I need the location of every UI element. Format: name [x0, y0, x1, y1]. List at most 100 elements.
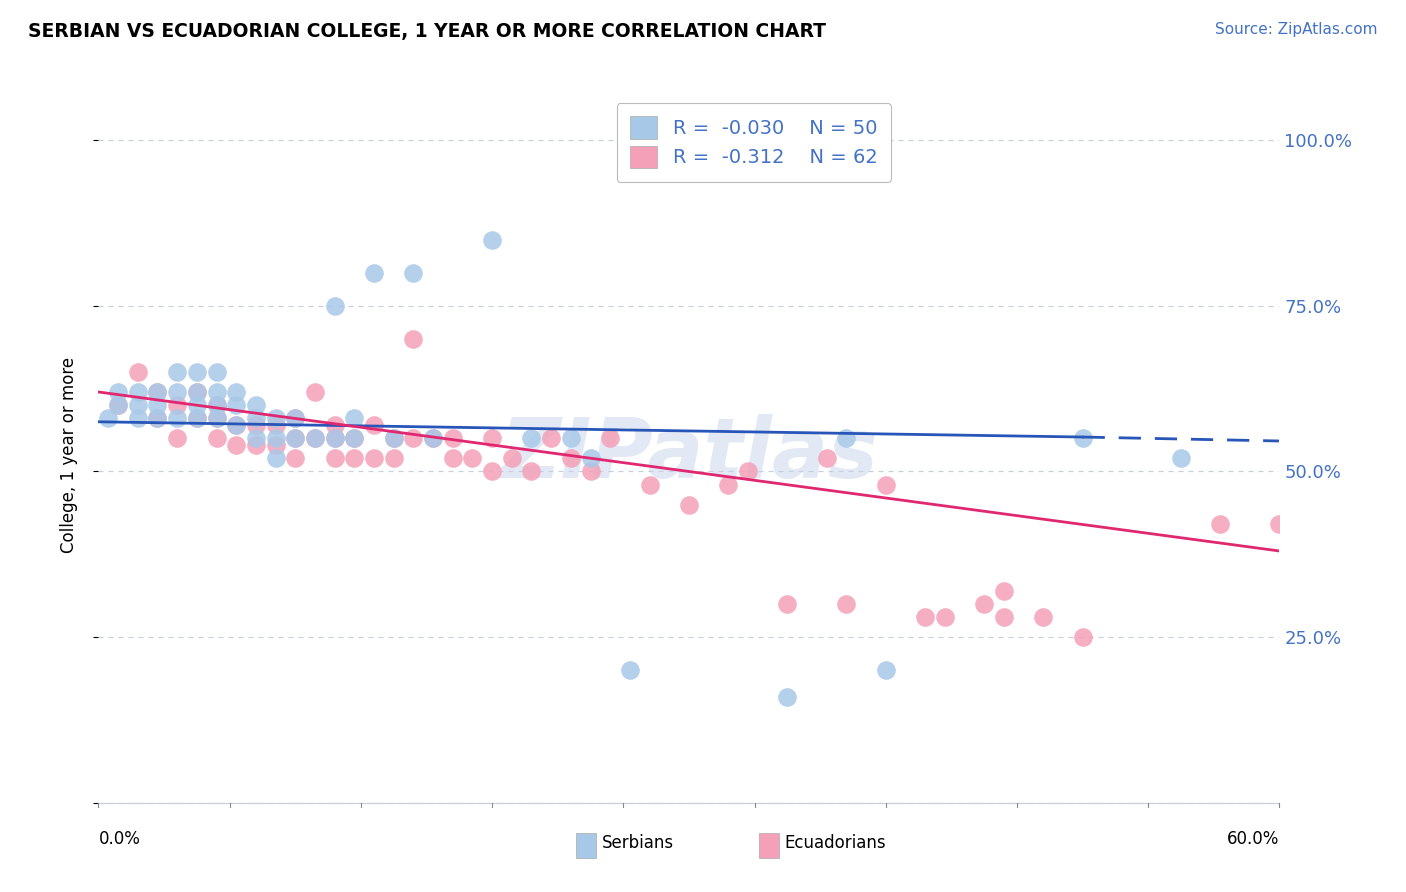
- Point: [1071, 431, 1094, 445]
- Point: [107, 398, 129, 412]
- Point: [225, 418, 247, 433]
- Point: [835, 597, 858, 611]
- Point: [166, 431, 188, 445]
- Point: [127, 398, 149, 412]
- Point: [343, 431, 366, 445]
- Point: [264, 451, 287, 466]
- Point: [205, 411, 228, 425]
- Point: [343, 451, 366, 466]
- Point: [815, 451, 838, 466]
- Point: [225, 384, 247, 399]
- Point: [1268, 517, 1291, 532]
- Point: [678, 498, 700, 512]
- Point: [835, 431, 858, 445]
- Point: [717, 477, 740, 491]
- Point: [343, 431, 366, 445]
- Point: [166, 411, 188, 425]
- Text: SERBIAN VS ECUADORIAN COLLEGE, 1 YEAR OR MORE CORRELATION CHART: SERBIAN VS ECUADORIAN COLLEGE, 1 YEAR OR…: [28, 22, 827, 41]
- Point: [579, 451, 602, 466]
- Point: [382, 431, 405, 445]
- Point: [323, 299, 346, 313]
- Point: [402, 332, 425, 346]
- Point: [481, 233, 503, 247]
- Point: [304, 431, 326, 445]
- Point: [1071, 630, 1094, 644]
- Point: [186, 365, 208, 379]
- Point: [304, 384, 326, 399]
- Text: Serbians: Serbians: [602, 834, 673, 852]
- Point: [382, 451, 405, 466]
- Point: [914, 610, 936, 624]
- Point: [737, 465, 759, 479]
- Point: [560, 451, 582, 466]
- Point: [245, 398, 267, 412]
- Point: [343, 411, 366, 425]
- Point: [638, 477, 661, 491]
- Point: [264, 438, 287, 452]
- Y-axis label: College, 1 year or more: College, 1 year or more: [59, 357, 77, 553]
- Point: [363, 451, 385, 466]
- Point: [205, 411, 228, 425]
- Point: [579, 465, 602, 479]
- Point: [875, 477, 897, 491]
- Point: [146, 411, 169, 425]
- Legend: R =  -0.030    N = 50, R =  -0.312    N = 62: R = -0.030 N = 50, R = -0.312 N = 62: [616, 103, 891, 182]
- Point: [934, 610, 956, 624]
- Point: [599, 431, 621, 445]
- Point: [186, 411, 208, 425]
- Text: 60.0%: 60.0%: [1227, 830, 1279, 847]
- Point: [146, 411, 169, 425]
- Point: [323, 431, 346, 445]
- Point: [560, 431, 582, 445]
- Point: [363, 418, 385, 433]
- Point: [205, 365, 228, 379]
- Point: [166, 384, 188, 399]
- Point: [422, 431, 444, 445]
- Point: [382, 431, 405, 445]
- Point: [481, 431, 503, 445]
- Point: [107, 398, 129, 412]
- Point: [264, 418, 287, 433]
- Point: [225, 398, 247, 412]
- Text: Ecuadorians: Ecuadorians: [785, 834, 886, 852]
- Point: [304, 431, 326, 445]
- Point: [245, 411, 267, 425]
- Point: [284, 451, 307, 466]
- Point: [441, 451, 464, 466]
- Point: [225, 438, 247, 452]
- Point: [520, 465, 543, 479]
- Point: [402, 431, 425, 445]
- Text: 0.0%: 0.0%: [98, 830, 141, 847]
- Point: [107, 384, 129, 399]
- Point: [146, 398, 169, 412]
- Point: [402, 266, 425, 280]
- Point: [146, 384, 169, 399]
- Point: [97, 411, 120, 425]
- Point: [166, 365, 188, 379]
- Point: [225, 418, 247, 433]
- Point: [186, 398, 208, 412]
- Point: [422, 431, 444, 445]
- Point: [284, 411, 307, 425]
- Point: [481, 465, 503, 479]
- Point: [1032, 610, 1054, 624]
- Point: [993, 610, 1015, 624]
- Point: [205, 398, 228, 412]
- Point: [205, 398, 228, 412]
- Point: [520, 431, 543, 445]
- Point: [461, 451, 484, 466]
- Point: [264, 411, 287, 425]
- Point: [186, 384, 208, 399]
- Point: [284, 431, 307, 445]
- Point: [1170, 451, 1192, 466]
- Point: [166, 398, 188, 412]
- Point: [205, 431, 228, 445]
- Point: [205, 384, 228, 399]
- Point: [323, 418, 346, 433]
- Point: [776, 690, 799, 704]
- Point: [245, 418, 267, 433]
- Point: [245, 431, 267, 445]
- Point: [441, 431, 464, 445]
- Point: [973, 597, 995, 611]
- Point: [127, 411, 149, 425]
